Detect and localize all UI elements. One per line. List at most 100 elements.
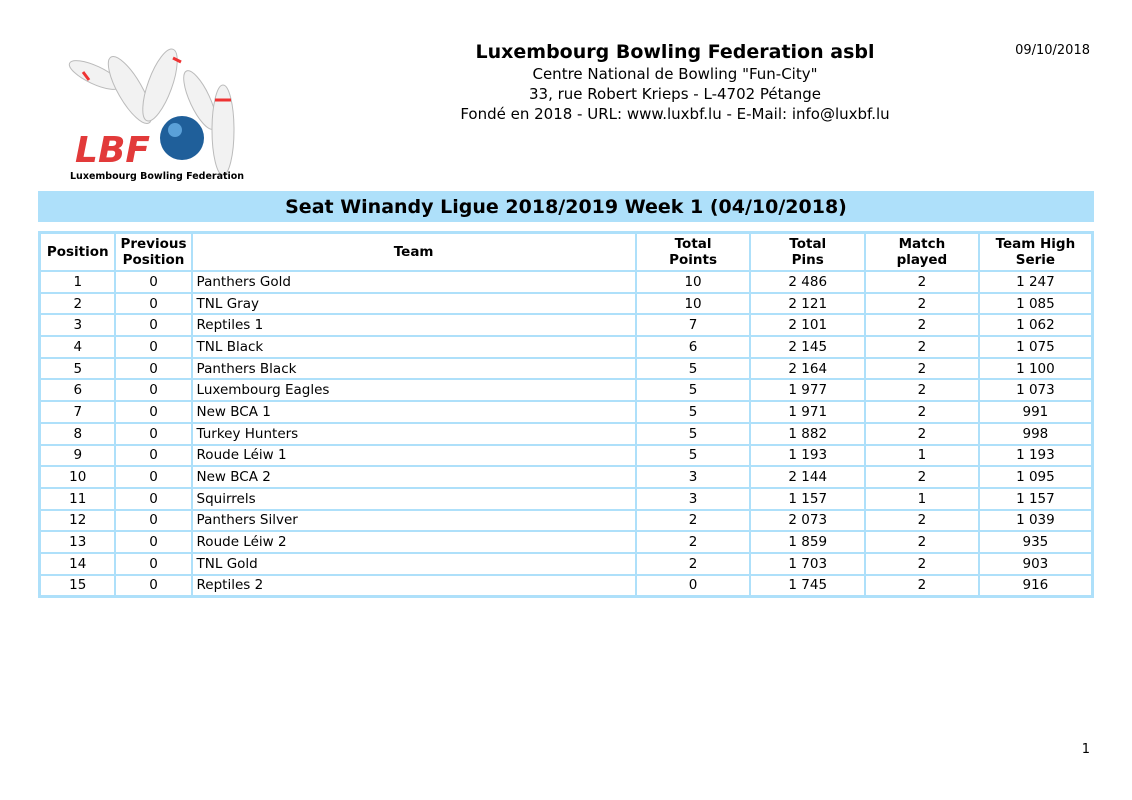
column-header-text: Total <box>789 236 827 252</box>
cell-team-high-serie: 1 085 <box>977 291 1094 316</box>
cell-previous-position: 0 <box>114 291 193 316</box>
column-header-text: Points <box>669 252 718 268</box>
cell-team-high-serie: 903 <box>977 551 1094 576</box>
column-header-position: Position <box>38 231 117 272</box>
cell-total-pins: 2 121 <box>749 291 867 316</box>
cell-position: 11 <box>38 486 117 511</box>
cell-total-points: 2 <box>634 508 752 533</box>
cell-previous-position: 0 <box>114 421 193 446</box>
cell-team: Luxembourg Eagles <box>190 378 637 403</box>
logo-letters: LBF <box>75 130 150 171</box>
address-line-2: 33, rue Robert Krieps - L-4702 Pétange <box>529 85 821 103</box>
contact-line: Fondé en 2018 - URL: www.luxbf.lu - E-Ma… <box>460 105 890 123</box>
cell-match-played: 2 <box>864 270 980 294</box>
cell-match-played: 2 <box>864 313 980 338</box>
cell-total-points: 5 <box>634 421 752 446</box>
column-header-text: Position <box>122 252 185 268</box>
cell-position: 14 <box>38 551 117 576</box>
column-header-previous-position: Previous Position <box>114 231 193 272</box>
cell-team-high-serie: 1 039 <box>977 508 1094 533</box>
cell-team-high-serie: 1 095 <box>977 465 1094 489</box>
cell-position: 10 <box>38 465 117 489</box>
cell-previous-position: 0 <box>114 313 193 338</box>
cell-team: Reptiles 1 <box>190 313 637 338</box>
address-line-1: Centre National de Bowling "Fun-City" <box>532 65 818 83</box>
cell-total-points: 10 <box>634 270 752 294</box>
table-row: 5 0 Panthers Black 5 2 164 2 1 100 <box>38 356 1094 381</box>
cell-match-played: 1 <box>864 486 980 511</box>
print-date: 09/10/2018 <box>1015 43 1090 58</box>
cell-previous-position: 0 <box>114 270 193 294</box>
column-header-total-pins: Total Pins <box>749 231 867 272</box>
cell-match-played: 2 <box>864 465 980 489</box>
cell-team-high-serie: 1 062 <box>977 313 1094 338</box>
cell-total-points: 10 <box>634 291 752 316</box>
cell-match-played: 1 <box>864 443 980 468</box>
cell-previous-position: 0 <box>114 530 193 554</box>
cell-previous-position: 0 <box>114 335 193 359</box>
page-number: 1 <box>1081 742 1090 757</box>
column-header-match-played: Match played <box>864 231 980 272</box>
cell-match-played: 2 <box>864 551 980 576</box>
column-header-team-high-serie: Team High Serie <box>977 231 1094 272</box>
cell-previous-position: 0 <box>114 486 193 511</box>
cell-team: Panthers Black <box>190 356 637 381</box>
cell-match-played: 2 <box>864 400 980 424</box>
cell-team: TNL Gray <box>190 291 637 316</box>
cell-total-pins: 2 486 <box>749 270 867 294</box>
cell-match-played: 2 <box>864 508 980 533</box>
cell-team: TNL Black <box>190 335 637 359</box>
column-header-text: Team <box>393 244 434 260</box>
cell-total-points: 5 <box>634 443 752 468</box>
logo-caption: Luxembourg Bowling Federation <box>70 171 245 182</box>
cell-match-played: 2 <box>864 335 980 359</box>
cell-total-pins: 1 193 <box>749 443 867 468</box>
cell-position: 8 <box>38 421 117 446</box>
cell-position: 9 <box>38 443 117 468</box>
cell-total-pins: 2 073 <box>749 508 867 533</box>
column-header-team: Team <box>190 231 637 272</box>
table-row: 12 0 Panthers Silver 2 2 073 2 1 039 <box>38 508 1094 533</box>
letterhead: Luxembourg Bowling Federation asbl Centr… <box>300 40 1050 124</box>
cell-total-pins: 1 977 <box>749 378 867 403</box>
cell-position: 15 <box>38 573 117 598</box>
cell-position: 7 <box>38 400 117 424</box>
cell-total-points: 2 <box>634 551 752 576</box>
cell-team: Reptiles 2 <box>190 573 637 598</box>
cell-team-high-serie: 1 073 <box>977 378 1094 403</box>
cell-match-played: 2 <box>864 291 980 316</box>
header-row: Position Previous Position Team Total Points T… <box>38 231 1094 272</box>
cell-previous-position: 0 <box>114 400 193 424</box>
cell-team: Roude Léiw 1 <box>190 443 637 468</box>
cell-team: Panthers Silver <box>190 508 637 533</box>
cell-total-pins: 2 144 <box>749 465 867 489</box>
organization-name: Luxembourg Bowling Federation asbl <box>475 41 875 63</box>
cell-total-points: 6 <box>634 335 752 359</box>
cell-match-played: 2 <box>864 356 980 381</box>
table-row: 1 0 Panthers Gold 10 2 486 2 1 247 <box>38 270 1094 294</box>
cell-total-pins: 1 745 <box>749 573 867 598</box>
cell-total-points: 5 <box>634 400 752 424</box>
cell-team: New BCA 2 <box>190 465 637 489</box>
cell-position: 4 <box>38 335 117 359</box>
table-row: 2 0 TNL Gray 10 2 121 2 1 085 <box>38 291 1094 316</box>
column-header-text: Serie <box>1015 252 1056 268</box>
cell-team-high-serie: 935 <box>977 530 1094 554</box>
cell-previous-position: 0 <box>114 551 193 576</box>
table-row: 11 0 Squirrels 3 1 157 1 1 157 <box>38 486 1094 511</box>
cell-total-points: 5 <box>634 356 752 381</box>
cell-position: 6 <box>38 378 117 403</box>
standings-table: Position Previous Position Team Total Points T… <box>38 231 1094 599</box>
table-row: 6 0 Luxembourg Eagles 5 1 977 2 1 073 <box>38 378 1094 403</box>
cell-total-pins: 2 145 <box>749 335 867 359</box>
cell-match-played: 2 <box>864 530 980 554</box>
cell-position: 1 <box>38 270 117 294</box>
cell-total-pins: 1 971 <box>749 400 867 424</box>
cell-team: Turkey Hunters <box>190 421 637 446</box>
table-row: 14 0 TNL Gold 2 1 703 2 903 <box>38 551 1094 576</box>
cell-previous-position: 0 <box>114 443 193 468</box>
